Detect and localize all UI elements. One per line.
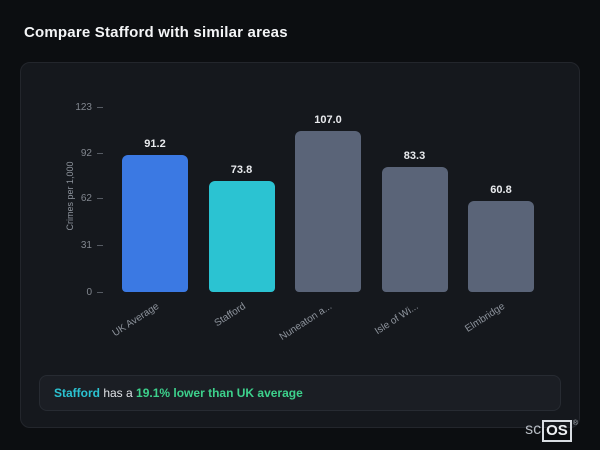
x-axis-label: Isle of Wi... bbox=[373, 301, 421, 338]
insight-box: Stafford has a 19.1% lower than UK avera… bbox=[39, 375, 561, 411]
bar-value-label: 73.8 bbox=[230, 164, 253, 176]
insight-highlight: 19.1% lower than UK average bbox=[136, 386, 303, 400]
insight-subject: Stafford bbox=[54, 386, 100, 400]
y-tick-label: 62 bbox=[80, 193, 92, 205]
y-axis-tick: 0 bbox=[70, 285, 103, 299]
bar-group: 91.2 UK Average bbox=[110, 107, 191, 339]
logo-prefix: sc bbox=[525, 421, 542, 438]
tick-mark bbox=[97, 291, 103, 293]
y-axis-tick: 31 bbox=[70, 238, 103, 252]
x-axis-label: Nuneaton a... bbox=[277, 301, 334, 343]
bar-group: 73.8 Stafford bbox=[206, 107, 278, 329]
tick-mark bbox=[97, 153, 103, 155]
bar-group: 83.3 Isle of Wi... bbox=[373, 107, 451, 337]
bar-group: 60.8 Elmbridge bbox=[463, 107, 537, 335]
tick-mark bbox=[97, 198, 103, 200]
bar-value-label: 107.0 bbox=[314, 114, 342, 127]
y-axis-tick: 123 bbox=[70, 100, 103, 114]
bar-value-label: 60.8 bbox=[490, 183, 512, 196]
tick-mark bbox=[97, 244, 103, 246]
bar[interactable] bbox=[381, 166, 448, 292]
x-axis-label: Elmbridge bbox=[463, 301, 507, 335]
x-axis-label: UK Average bbox=[110, 301, 161, 340]
registered-mark-icon: ® bbox=[572, 420, 578, 427]
bar-value-label: 83.3 bbox=[403, 149, 426, 162]
y-tick-label: 0 bbox=[86, 286, 92, 298]
y-tick-label: 31 bbox=[80, 239, 92, 251]
bar-value-label: 91.2 bbox=[144, 137, 166, 150]
y-tick-label: 123 bbox=[75, 101, 92, 113]
scos-logo: sc OS ® bbox=[525, 420, 578, 442]
y-axis-tick: 92 bbox=[70, 147, 103, 161]
y-tick-label: 92 bbox=[80, 148, 92, 160]
y-axis-tick: 62 bbox=[70, 192, 103, 206]
bar-chart: Crimes per 1,000 0 31 62 92 123 91.2 UK Avera… bbox=[51, 93, 549, 355]
chart-card: Crimes per 1,000 0 31 62 92 123 91.2 UK Avera… bbox=[20, 62, 580, 428]
page-title: Compare Stafford with similar areas bbox=[24, 24, 288, 41]
bar[interactable] bbox=[122, 154, 188, 292]
plot-area: 0 31 62 92 123 91.2 UK Average 73.8 Stafford 107… bbox=[75, 102, 537, 343]
bars-container: 91.2 UK Average 73.8 Stafford 107.0 Nuneaton … bbox=[110, 107, 537, 343]
logo-suffix: OS bbox=[542, 420, 572, 442]
x-axis-label: Stafford bbox=[212, 301, 248, 330]
insight-text: has a bbox=[100, 386, 137, 400]
bar[interactable] bbox=[468, 200, 534, 292]
tick-mark bbox=[97, 106, 103, 108]
bar[interactable] bbox=[208, 181, 275, 292]
bar[interactable] bbox=[295, 131, 361, 292]
bar-group: 107.0 Nuneaton a... bbox=[278, 107, 364, 343]
